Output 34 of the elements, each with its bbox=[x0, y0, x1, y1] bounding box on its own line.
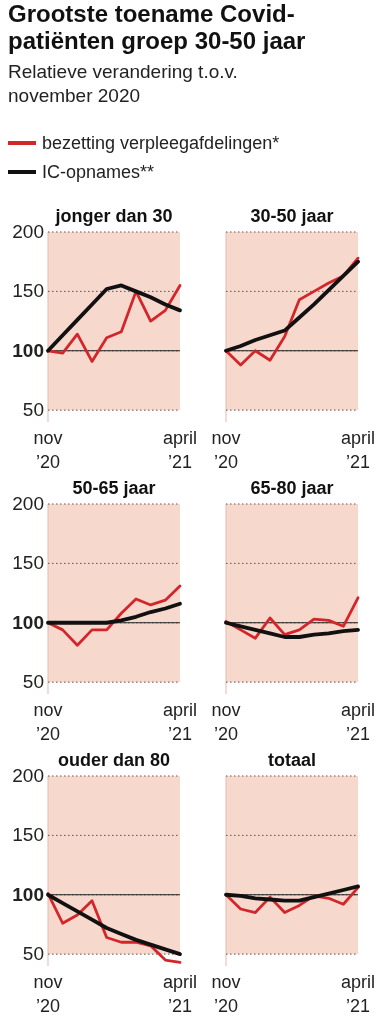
x-tick-label: april ’21 bbox=[340, 700, 376, 744]
y-tick-label: 150 bbox=[12, 280, 44, 302]
chart-title: 30-50 jaar bbox=[250, 206, 334, 226]
chart-title: 50-65 jaar bbox=[72, 478, 156, 498]
y-tick-label: 150 bbox=[12, 824, 44, 846]
text: Relatieve verandering t.o.v. november 2020 bbox=[8, 61, 238, 106]
y-tick-label: 100 bbox=[12, 611, 44, 633]
y-tick-label: 200 bbox=[12, 765, 44, 786]
chart-title: 65-80 jaar bbox=[250, 478, 334, 498]
chart-title: totaal bbox=[267, 750, 317, 770]
x-tick-label: nov ’20 bbox=[33, 428, 63, 472]
x-tick-label: nov ’20 bbox=[211, 972, 241, 1016]
y-tick-label: 100 bbox=[12, 339, 44, 361]
y-tick-label: 150 bbox=[12, 552, 44, 574]
y-tick-label: 200 bbox=[12, 221, 44, 242]
y-tick-label: 200 bbox=[12, 493, 44, 514]
x-tick-label: april ’21 bbox=[162, 428, 198, 472]
x-tick-label: nov ’20 bbox=[211, 428, 241, 472]
chart-title: jonger dan 30 bbox=[54, 206, 173, 226]
x-tick-label: april ’21 bbox=[340, 428, 376, 472]
y-tick-label: 50 bbox=[22, 943, 44, 965]
legend-label: bezetting verpleegafdelingen* bbox=[42, 133, 280, 153]
y-tick-label: 50 bbox=[22, 399, 44, 421]
chart-title: ouder dan 80 bbox=[57, 750, 171, 770]
y-tick-label: 50 bbox=[22, 671, 44, 693]
x-tick-label: nov ’20 bbox=[33, 972, 63, 1016]
y-tick-label: 100 bbox=[12, 883, 44, 905]
x-tick-label: april ’21 bbox=[340, 972, 376, 1016]
x-tick-label: april ’21 bbox=[162, 700, 198, 744]
text: Grootste toename Covid-patiënten groep 30-50 jaar bbox=[8, 0, 306, 54]
legend-label: IC-opnames** bbox=[42, 162, 155, 182]
x-tick-label: nov ’20 bbox=[211, 700, 241, 744]
x-tick-label: nov ’20 bbox=[33, 700, 63, 744]
x-tick-label: april ’21 bbox=[162, 972, 198, 1016]
